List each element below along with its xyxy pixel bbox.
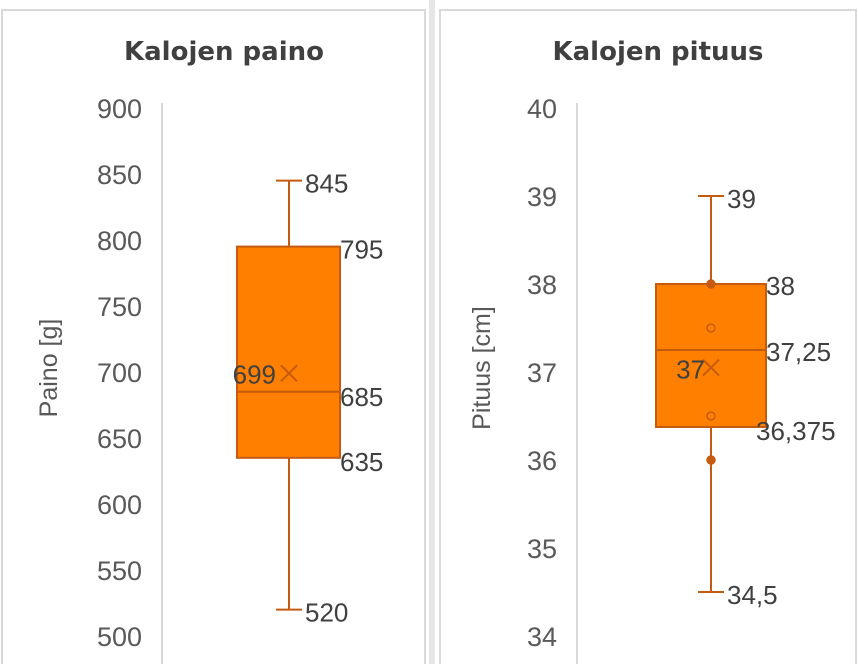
mean-x-stroke [702, 358, 720, 377]
y-tick-label: 800 [97, 226, 142, 256]
data-label-median: 37,25 [766, 337, 831, 367]
y-tick-label: 850 [97, 160, 142, 190]
data-label-min: 34,5 [727, 580, 778, 610]
data-label-q3: 38 [766, 271, 795, 301]
data-label-q3: 795 [340, 235, 383, 265]
inner-points [706, 279, 716, 465]
data-label-mean: 37 [676, 355, 705, 385]
chart-panel-length-border [439, 9, 857, 664]
data-label-median: 685 [340, 382, 383, 412]
chart-title: Kalojen paino [124, 37, 324, 67]
y-tick-label: 700 [97, 358, 142, 388]
data-point [706, 323, 716, 333]
y-tick-label: 750 [97, 292, 142, 322]
y-tick-label: 37 [527, 358, 557, 388]
data-point [706, 279, 716, 289]
chart-panel-length: Kalojen pituus Pituus [cm] 34 35 36 37 38 39 4… [468, 37, 836, 664]
interquartile-box [236, 245, 341, 459]
data-label-mean: 699 [233, 359, 276, 389]
data-point [706, 455, 716, 465]
chart-panel-weight-border [1, 9, 426, 664]
data-label-max: 39 [727, 184, 756, 214]
data-label-min: 520 [305, 598, 348, 628]
y-tick-label: 600 [97, 490, 142, 520]
data-label-q1: 36,375 [756, 416, 836, 446]
y-axis-ticks: 500 550 600 650 700 750 800 850 900 [97, 94, 142, 652]
chart-panel-weight: Kalojen paino Paino [g] 500 550 600 650 700 7… [35, 37, 383, 664]
y-tick-label: 35 [527, 534, 557, 564]
y-tick-label: 40 [527, 94, 557, 124]
y-tick-label: 900 [97, 94, 142, 124]
y-tick-label: 500 [97, 622, 142, 652]
y-tick-label: 550 [97, 556, 142, 586]
y-tick-label: 34 [527, 622, 557, 652]
y-tick-label: 36 [527, 446, 557, 476]
chart-title: Kalojen pituus [552, 37, 763, 67]
y-tick-label: 650 [97, 424, 142, 454]
data-label-q1: 635 [340, 447, 383, 477]
interquartile-box [655, 283, 767, 428]
data-point [706, 411, 716, 421]
y-axis-ticks: 34 35 36 37 38 39 40 [527, 94, 557, 652]
y-tick-label: 39 [527, 182, 557, 212]
y-axis-label: Paino [g] [35, 319, 63, 418]
mean-marker [280, 364, 298, 383]
data-label-max: 845 [305, 169, 348, 199]
mean-x-stroke [280, 364, 298, 383]
mean-marker [702, 358, 720, 377]
y-axis-label: Pituus [cm] [468, 306, 496, 430]
y-tick-label: 38 [527, 270, 557, 300]
